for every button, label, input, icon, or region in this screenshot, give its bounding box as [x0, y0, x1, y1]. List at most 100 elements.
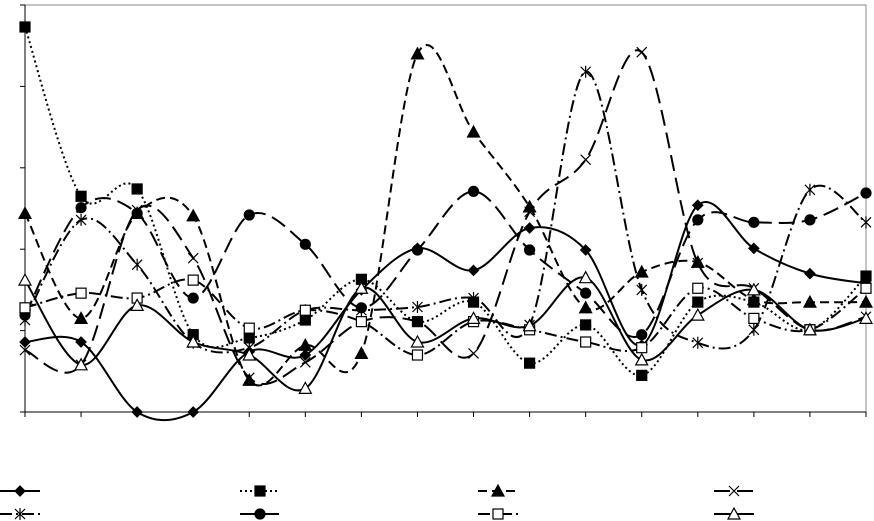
legend-marker: [728, 485, 740, 497]
legend-marker: [726, 506, 742, 520]
data-point: [243, 372, 255, 384]
legend-item: [714, 506, 754, 520]
data-point: [354, 346, 369, 359]
data-point: [523, 244, 536, 256]
series-line: [24, 26, 867, 377]
data-point: [299, 356, 311, 368]
data-point: [636, 342, 648, 354]
data-point: [75, 287, 87, 299]
legend-marker: [14, 485, 26, 497]
legend-item: [714, 485, 754, 497]
data-point: [298, 381, 313, 394]
data-point: [523, 357, 536, 369]
data-point: [748, 323, 760, 336]
data-point: [746, 292, 761, 306]
data-point: [860, 270, 872, 282]
data-point: [17, 272, 33, 286]
legend-item: [240, 508, 280, 520]
data-point: [580, 65, 592, 78]
data-point: [579, 244, 592, 256]
data-point: [860, 282, 872, 294]
data-point: [187, 292, 199, 304]
data-point: [410, 334, 425, 348]
data-point: [804, 183, 816, 196]
data-point: [804, 267, 816, 280]
data-point: [19, 336, 31, 348]
legend-item: [478, 483, 518, 497]
data-point: [299, 238, 311, 250]
data-point: [692, 257, 704, 269]
data-point: [17, 206, 33, 219]
data-point: [74, 311, 89, 324]
data-point: [355, 316, 367, 328]
data-point: [468, 347, 479, 359]
data-point: [580, 319, 592, 331]
data-point: [242, 347, 257, 361]
data-point: [580, 154, 592, 166]
data-point: [690, 307, 705, 321]
data-point: [130, 298, 145, 311]
data-point: [636, 369, 648, 381]
data-point: [19, 302, 31, 314]
data-point: [299, 314, 311, 326]
legend-item: [478, 508, 518, 520]
data-point: [804, 214, 816, 226]
data-point: [522, 318, 537, 332]
data-point: [636, 329, 648, 341]
data-point: [411, 349, 424, 361]
data-point: [692, 296, 704, 308]
data-point: [523, 222, 536, 234]
data-point: [131, 258, 143, 271]
legend-marker: [492, 508, 504, 520]
data-point: [243, 209, 255, 221]
data-point: [186, 334, 201, 348]
data-point: [578, 270, 593, 284]
data-point: [412, 300, 423, 313]
legend-marker: [490, 483, 506, 497]
data-point: [690, 254, 705, 268]
data-point: [187, 406, 200, 418]
legend-marker: [254, 508, 266, 520]
data-point: [75, 336, 87, 348]
legend-item: [0, 485, 40, 497]
legend-item: [0, 508, 40, 520]
data-point: [802, 294, 817, 308]
data-point: [131, 207, 143, 219]
data-point: [634, 264, 649, 278]
data-point: [354, 281, 369, 294]
series-line: [24, 49, 867, 385]
data-point: [410, 46, 425, 60]
data-point: [187, 252, 199, 264]
data-point: [746, 282, 761, 296]
data-point: [355, 302, 367, 314]
data-point: [243, 332, 255, 344]
data-point: [580, 287, 592, 299]
data-point: [467, 264, 480, 277]
plot-frame: [24, 4, 867, 413]
data-point: [692, 214, 704, 226]
data-point: [634, 352, 649, 366]
data-point: [186, 208, 201, 222]
data-point: [748, 216, 760, 228]
data-point: [411, 244, 424, 256]
series-line: [24, 190, 867, 338]
data-point: [19, 21, 31, 33]
data-point: [748, 312, 760, 324]
data-point: [860, 187, 872, 199]
data-point: [466, 124, 481, 138]
data-point: [802, 322, 817, 336]
data-point: [692, 336, 704, 349]
data-point: [75, 202, 87, 214]
data-point: [524, 206, 536, 218]
series-line: [24, 201, 867, 422]
data-point: [860, 216, 872, 229]
data-point: [298, 337, 313, 351]
data-point: [131, 183, 143, 195]
data-point: [580, 336, 592, 348]
data-point: [299, 349, 312, 361]
data-point: [691, 199, 704, 212]
data-point: [748, 242, 760, 255]
data-point: [466, 311, 481, 324]
data-point: [19, 344, 31, 356]
